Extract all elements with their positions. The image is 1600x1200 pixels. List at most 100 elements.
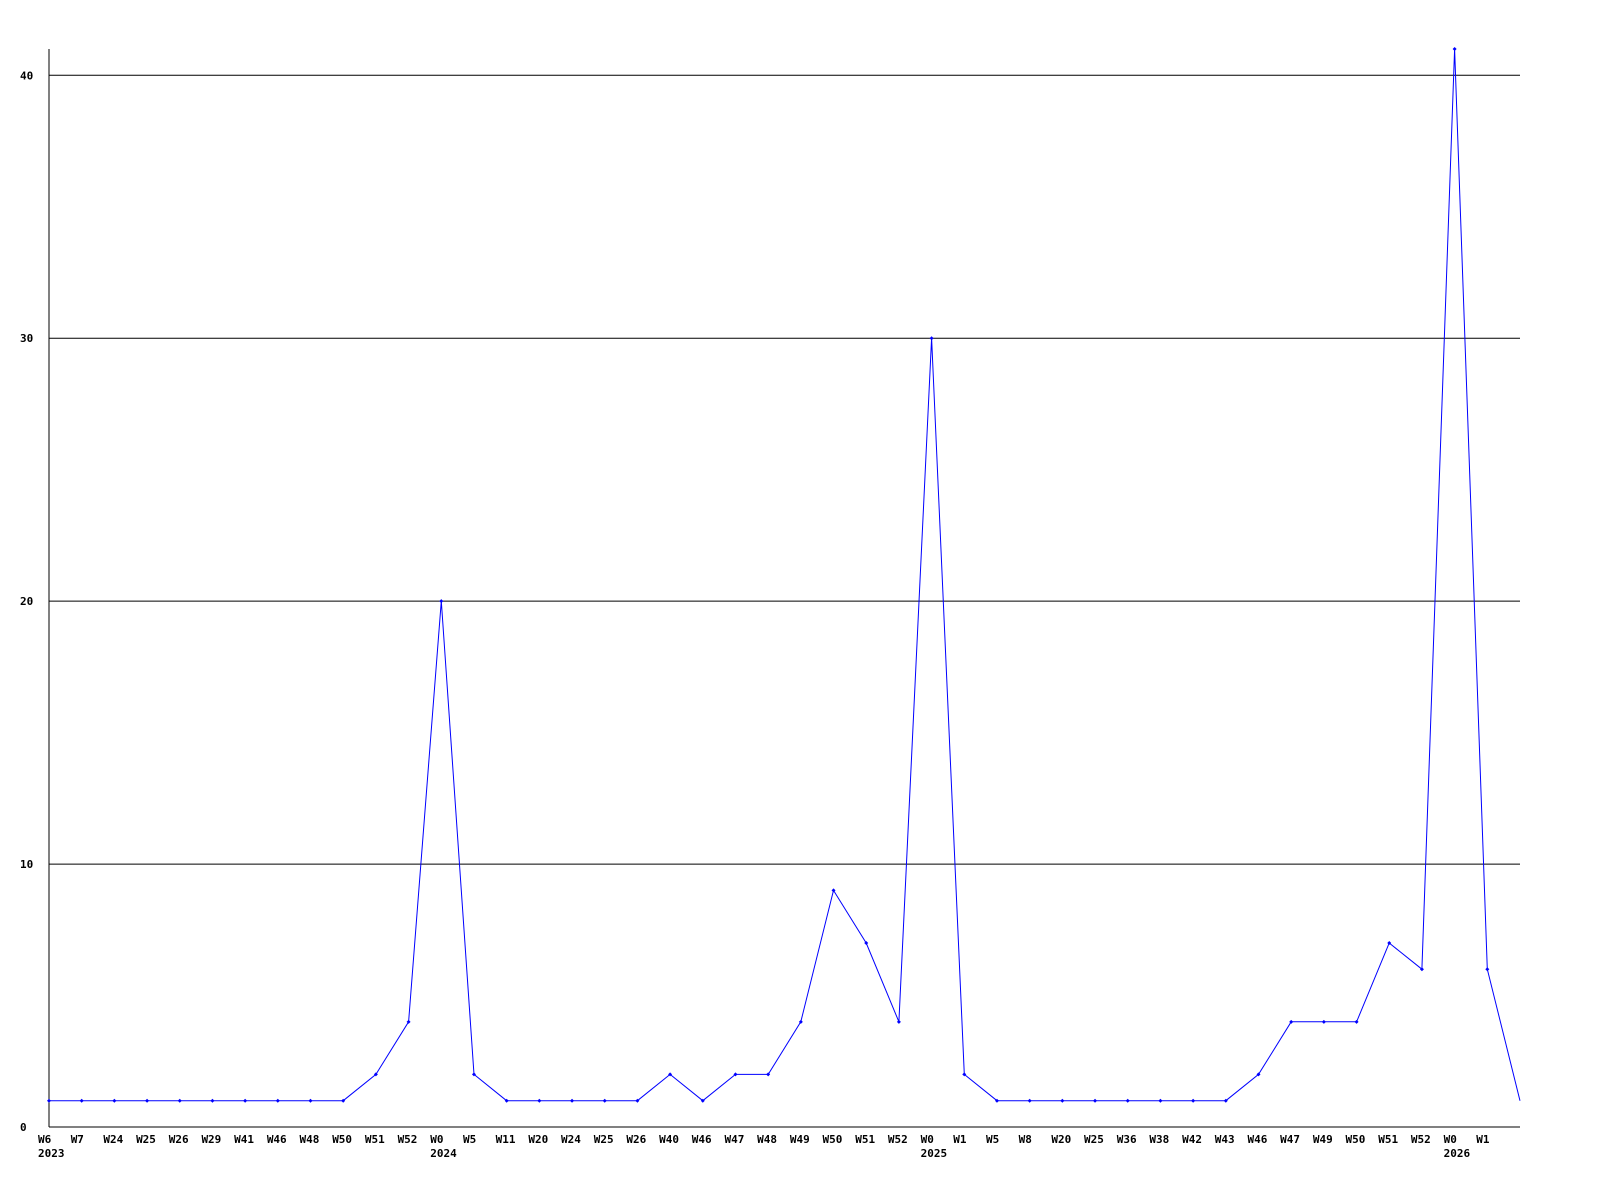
x-tick-label: W47: [724, 1133, 744, 1146]
data-point: [864, 940, 869, 945]
series-line: [49, 48, 1521, 1102]
x-tick-label: W46: [267, 1133, 287, 1146]
x-tick-label: W50: [332, 1133, 352, 1146]
data-point: [1256, 1072, 1261, 1077]
x-tick-label: W52: [888, 1133, 908, 1146]
data-point: [798, 1019, 803, 1024]
x-tick-label: W48: [300, 1133, 320, 1146]
data-point: [896, 1019, 901, 1024]
data-point: [471, 1072, 476, 1077]
data-point: [570, 1098, 575, 1103]
x-tick-label: W5: [463, 1133, 476, 1146]
data-point: [210, 1098, 215, 1103]
data-point: [1060, 1098, 1065, 1103]
data-point: [406, 1019, 411, 1024]
x-tick-label: W25: [1084, 1133, 1104, 1146]
data-point: [79, 1098, 84, 1103]
data-point: [1452, 47, 1457, 51]
data-point: [112, 1098, 117, 1103]
x-tick-label: W52: [1411, 1133, 1431, 1146]
y-tick-label: 20: [20, 595, 33, 608]
x-tick-label: W8: [1019, 1133, 1032, 1146]
x-tick-label: W52: [398, 1133, 418, 1146]
x-tick-label: W0: [430, 1133, 443, 1146]
data-point: [177, 1098, 182, 1103]
data-point: [1223, 1098, 1228, 1103]
x-tick-label: W51: [855, 1133, 875, 1146]
data-point: [733, 1072, 738, 1077]
y-tick-label: 40: [20, 69, 33, 82]
data-point: [668, 1072, 673, 1077]
data-point: [1125, 1098, 1130, 1103]
data-point: [1419, 967, 1424, 972]
x-tick-label: W49: [790, 1133, 810, 1146]
data-point: [275, 1098, 280, 1103]
data-point: [1289, 1019, 1294, 1024]
y-tick-label: 30: [20, 332, 33, 345]
x-tick-label: W24: [103, 1133, 123, 1146]
x-tick-label: W20: [1051, 1133, 1071, 1146]
x-tick-label: W0: [921, 1133, 934, 1146]
x-tick-label: W49: [1313, 1133, 1333, 1146]
y-tick-label: 0: [20, 1121, 27, 1134]
data-point: [635, 1098, 640, 1103]
x-tick-label: W6: [38, 1133, 52, 1146]
data-point: [373, 1072, 378, 1077]
data-point: [47, 1098, 51, 1103]
data-point: [700, 1098, 705, 1103]
data-point: [1027, 1098, 1032, 1103]
data-point: [1321, 1019, 1326, 1024]
x-tick-label: W25: [594, 1133, 614, 1146]
data-point: [1485, 967, 1490, 972]
y-tick-label: 10: [20, 858, 33, 871]
x-tick-label: W7: [71, 1133, 84, 1146]
x-tick-label: W50: [1346, 1133, 1366, 1146]
x-tick-label: W5: [986, 1133, 999, 1146]
x-tick-label: W51: [365, 1133, 385, 1146]
x-tick-label: W0: [1444, 1133, 1457, 1146]
data-point: [929, 336, 934, 341]
x-tick-label: W46: [692, 1133, 712, 1146]
x-year-label: 2026: [1444, 1147, 1471, 1160]
data-point: [504, 1098, 509, 1103]
x-tick-label: W25: [136, 1133, 156, 1146]
data-point: [341, 1098, 346, 1103]
x-tick-label: W38: [1149, 1133, 1169, 1146]
x-tick-label: W29: [201, 1133, 221, 1146]
data-point: [994, 1098, 999, 1103]
data-point: [308, 1098, 313, 1103]
x-tick-label: W26: [169, 1133, 189, 1146]
x-tick-label: W26: [626, 1133, 646, 1146]
x-tick-label: W40: [659, 1133, 679, 1146]
data-point: [1191, 1098, 1196, 1103]
data-point: [243, 1098, 248, 1103]
x-tick-label: W24: [561, 1133, 581, 1146]
data-point: [962, 1072, 967, 1077]
data-point: [1158, 1098, 1163, 1103]
x-tick-label: W51: [1378, 1133, 1398, 1146]
x-year-label: 2024: [430, 1147, 457, 1160]
x-tick-label: W50: [823, 1133, 843, 1146]
data-point: [537, 1098, 542, 1103]
x-tick-label: W1: [1476, 1133, 1490, 1146]
x-tick-label: W41: [234, 1133, 254, 1146]
data-point: [1093, 1098, 1098, 1103]
x-year-label: 2025: [921, 1147, 948, 1160]
data-point: [145, 1098, 150, 1103]
data-point: [1387, 940, 1392, 945]
data-point: [831, 888, 836, 893]
x-tick-label: W42: [1182, 1133, 1202, 1146]
x-tick-label: W11: [496, 1133, 516, 1146]
x-tick-label: W36: [1117, 1133, 1137, 1146]
data-point: [1354, 1019, 1359, 1024]
x-tick-label: W47: [1280, 1133, 1300, 1146]
data-point: [766, 1072, 771, 1077]
x-year-label: 2023: [38, 1147, 65, 1160]
x-tick-label: W1: [953, 1133, 967, 1146]
x-tick-label: W43: [1215, 1133, 1235, 1146]
data-point: [439, 599, 444, 604]
x-tick-label: W46: [1247, 1133, 1267, 1146]
data-point: [602, 1098, 607, 1103]
x-tick-label: W48: [757, 1133, 777, 1146]
